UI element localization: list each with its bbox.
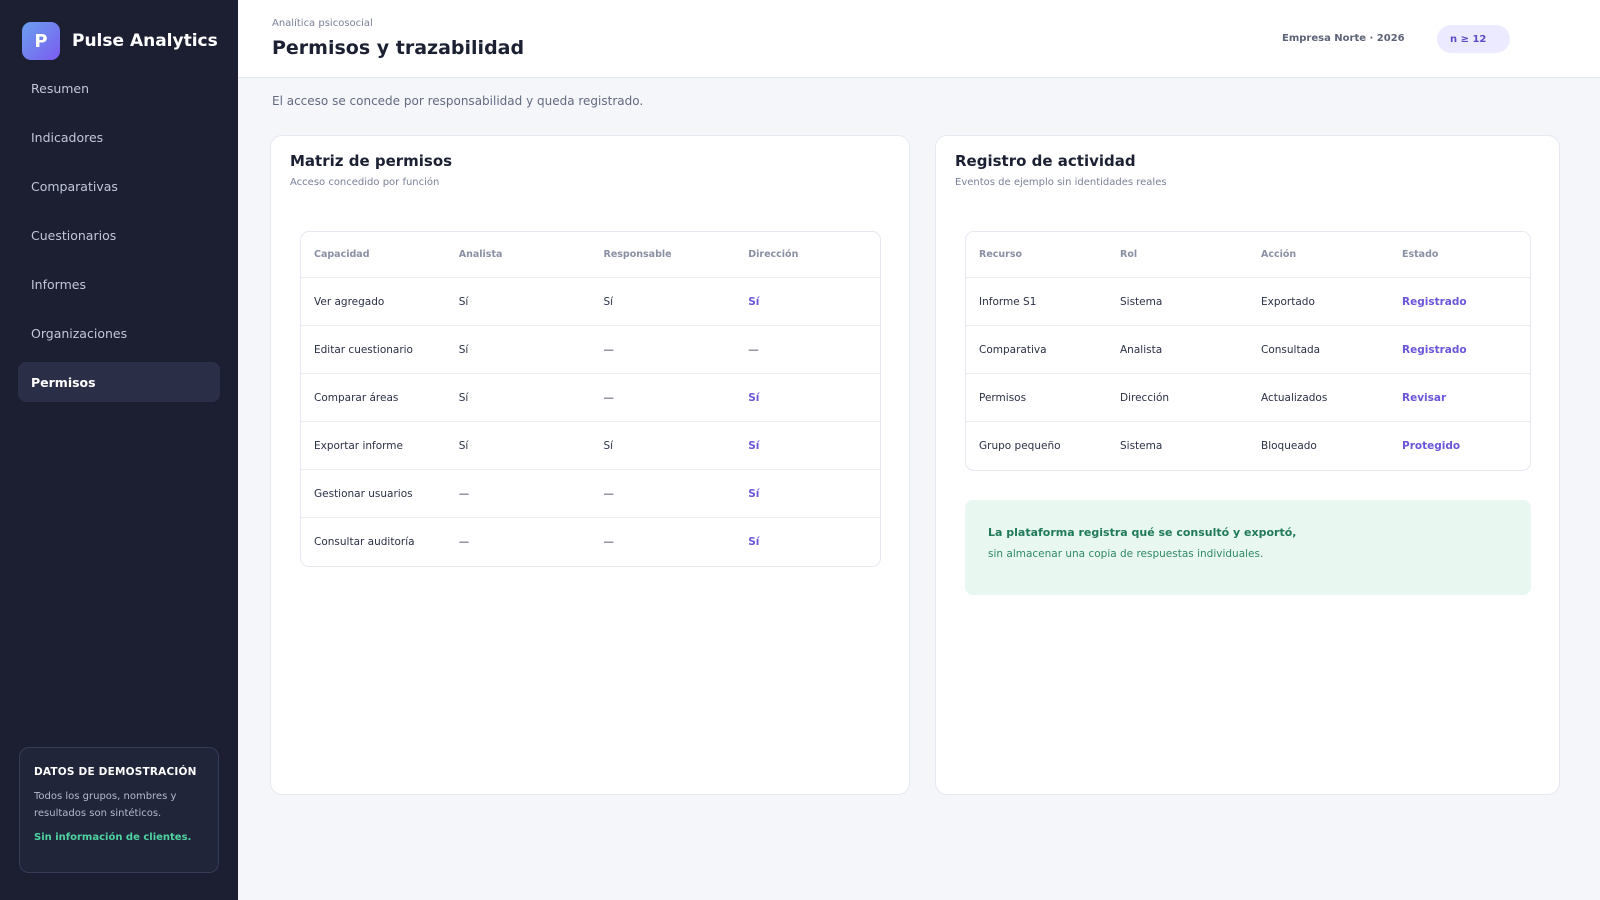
table-cell: — <box>603 391 615 404</box>
table-cell: — <box>458 536 470 548</box>
sidebar-item-cuestionarios[interactable]: Cuestionarios <box>31 227 117 243</box>
brand[interactable]: P Pulse Analytics <box>22 22 218 60</box>
sidebar-item-resumen[interactable]: Resumen <box>31 80 90 96</box>
table-header-row: Recurso Rol Acción Estado <box>966 232 1530 278</box>
table-cell: Sí <box>748 295 760 308</box>
demo-notice-note: Sin información de clientes. <box>34 832 192 843</box>
brand-name: Pulse Analytics <box>72 31 218 51</box>
page-intro: El acceso se concede por responsabilidad… <box>272 94 644 108</box>
table-row: Exportar informe Sí Sí Sí <box>301 422 880 470</box>
table-cell: Consultar auditoría <box>314 536 415 548</box>
permissions-matrix-card: Matriz de permisos Acceso concedido por … <box>270 135 910 795</box>
table-row: Informe S1 Sistema Exportado Registrado <box>966 278 1530 326</box>
table-cell: Sistema <box>1120 295 1163 308</box>
table-row: Comparativa Analista Consultada Registra… <box>966 326 1530 374</box>
table-cell: Consultada <box>1261 343 1321 356</box>
table-row: Comparar áreas Sí — Sí <box>301 374 880 422</box>
column-header: Estado <box>1402 249 1439 260</box>
organization-label: Empresa Norte · 2026 <box>1282 33 1405 44</box>
table-row: Grupo pequeño Sistema Bloqueado Protegid… <box>966 422 1530 470</box>
card-title: Matriz de permisos <box>290 152 453 170</box>
activity-table: Recurso Rol Acción Estado Informe S1 Sis… <box>965 231 1531 471</box>
table-cell: Sistema <box>1120 440 1163 452</box>
table-cell: Dirección <box>1120 391 1170 404</box>
table-cell: Comparar áreas <box>314 391 399 404</box>
table-cell: Sí <box>748 536 760 548</box>
table-cell: Bloqueado <box>1261 440 1317 452</box>
column-header: Capacidad <box>314 249 370 260</box>
table-header-row: Capacidad Analista Responsable Dirección <box>301 232 880 278</box>
table-cell: — <box>603 343 615 356</box>
column-header: Responsable <box>603 249 672 260</box>
demo-notice-text: Todos los grupos, nombres y resultados s… <box>34 791 177 819</box>
sidebar-item-permisos[interactable]: Permisos <box>18 362 220 402</box>
table-cell: Actualizados <box>1261 391 1328 404</box>
sidebar-item-comparativas[interactable]: Comparativas <box>31 178 118 194</box>
column-header: Acción <box>1261 249 1297 260</box>
table-cell: Sí <box>748 439 760 452</box>
table-cell: Sí <box>603 295 614 308</box>
table-cell: Grupo pequeño <box>979 440 1061 452</box>
table-cell: Informe S1 <box>979 295 1037 308</box>
callout-heading: La plataforma registra qué se consultó y… <box>988 526 1297 539</box>
breadcrumb: Analítica psicosocial <box>272 18 373 29</box>
table-cell: Sí <box>458 439 469 452</box>
permissions-table: Capacidad Analista Responsable Dirección… <box>300 231 881 567</box>
column-header: Analista <box>458 249 503 260</box>
sidebar-nav: Resumen Indicadores Comparativas Cuestio… <box>18 68 220 411</box>
table-cell: Sí <box>458 391 469 404</box>
table-row: Gestionar usuarios — — Sí <box>301 470 880 518</box>
table-cell: Editar cuestionario <box>314 343 413 356</box>
table-cell: Exportado <box>1261 295 1315 308</box>
table-cell: Sí <box>603 439 614 452</box>
page-header: Analítica psicosocial Permisos y trazabi… <box>238 0 1600 78</box>
column-header: Recurso <box>979 249 1023 260</box>
status-badge: Registrado <box>1402 343 1467 356</box>
table-cell: Comparativa <box>979 343 1047 356</box>
table-row: Permisos Dirección Actualizados Revisar <box>966 374 1530 422</box>
table-cell: — <box>603 487 615 500</box>
card-subtitle: Eventos de ejemplo sin identidades reale… <box>955 177 1167 188</box>
status-badge: Protegido <box>1402 440 1461 452</box>
privacy-callout: La plataforma registra qué se consultó y… <box>965 500 1531 595</box>
card-subtitle: Acceso concedido por función <box>290 177 440 188</box>
table-cell: — <box>748 343 759 356</box>
table-cell: Gestionar usuarios <box>314 487 413 500</box>
column-header: Rol <box>1120 249 1138 260</box>
page-title: Permisos y trazabilidad <box>272 37 525 59</box>
card-title: Registro de actividad <box>955 152 1136 170</box>
table-cell: Exportar informe <box>314 439 403 452</box>
table-cell: Ver agregado <box>314 295 385 308</box>
sidebar: P Pulse Analytics Resumen Indicadores Co… <box>0 0 238 900</box>
demo-data-notice: DATOS DE DEMOSTRACIÓN Todos los grupos, … <box>19 747 219 873</box>
table-cell: Sí <box>458 343 469 356</box>
status-badge: Revisar <box>1402 391 1447 404</box>
sidebar-item-indicadores[interactable]: Indicadores <box>31 129 104 145</box>
table-cell: Permisos <box>979 391 1027 404</box>
table-cell: — <box>458 487 470 500</box>
table-row: Ver agregado Sí Sí Sí <box>301 278 880 326</box>
activity-log-card: Registro de actividad Eventos de ejemplo… <box>935 135 1560 795</box>
demo-notice-title: DATOS DE DEMOSTRACIÓN <box>34 766 197 778</box>
column-header: Dirección <box>748 249 799 260</box>
table-cell: — <box>603 536 615 548</box>
table-row: Consultar auditoría — — Sí <box>301 518 880 566</box>
table-cell: Analista <box>1120 343 1163 356</box>
sidebar-item-informes[interactable]: Informes <box>31 276 86 292</box>
sidebar-item-organizaciones[interactable]: Organizaciones <box>31 325 128 341</box>
table-cell: Sí <box>458 295 469 308</box>
min-group-size-badge: n ≥ 12 <box>1437 25 1510 53</box>
callout-text: sin almacenar una copia de respuestas in… <box>988 548 1264 560</box>
status-badge: Registrado <box>1402 295 1467 308</box>
table-cell: Sí <box>748 391 760 404</box>
brand-logo-icon: P <box>22 22 60 60</box>
table-row: Editar cuestionario Sí — — <box>301 326 880 374</box>
table-cell: Sí <box>748 487 760 500</box>
